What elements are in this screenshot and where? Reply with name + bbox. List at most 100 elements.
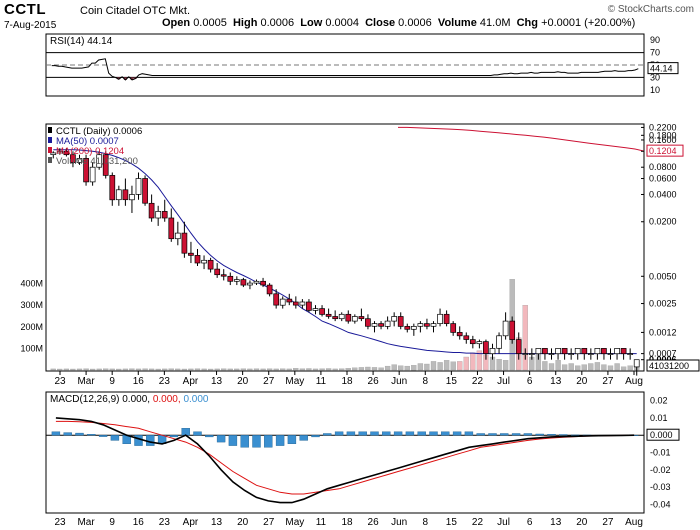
candle-body: [378, 323, 384, 327]
volume-bar: [234, 368, 240, 371]
macd-histogram-bar: [264, 435, 273, 448]
x-tick-label: 6: [527, 517, 533, 528]
candle-body: [437, 313, 443, 324]
x-tick-label: 18: [341, 517, 353, 528]
candle-body: [581, 348, 588, 355]
macd-histogram-bar: [275, 435, 285, 446]
candle-body: [168, 217, 175, 240]
volume-tick-label: 400M: [20, 279, 43, 289]
legend-swatch: [48, 127, 52, 133]
macd-histogram-bar: [216, 435, 226, 443]
volume-bar: [168, 368, 174, 371]
candle-body: [70, 154, 76, 163]
volume-bar: [325, 368, 332, 371]
price-tick-label: 0.0025: [649, 299, 677, 309]
candle-body: [456, 332, 463, 337]
volume-bar: [378, 367, 384, 371]
legend-swatch: [48, 137, 52, 143]
open-label: Open: [162, 17, 191, 29]
volume-bar: [352, 367, 358, 371]
macd-histogram-bar: [87, 434, 96, 436]
macd-histogram-bar: [370, 431, 379, 436]
volume-bar: [371, 367, 378, 371]
candle-body: [607, 353, 614, 355]
price-tick-label: 0.1800: [649, 130, 677, 140]
rsi-legend: RSI(14) 44.14: [50, 36, 113, 47]
candle-body: [476, 341, 483, 345]
rsi-line: [51, 58, 639, 81]
volume-bar: [247, 368, 253, 371]
candle-body: [410, 326, 417, 330]
volume-bar: [450, 361, 456, 371]
volume-bar: [50, 368, 56, 371]
candle-body: [135, 178, 142, 195]
macd-histogram-bar: [75, 432, 84, 436]
volume-value-box: [646, 359, 700, 372]
x-tick-label: May: [285, 376, 304, 387]
macd-tick-label: -0.02: [650, 465, 671, 475]
volume-bar: [96, 368, 102, 371]
x-tick-label: Jul: [497, 376, 510, 387]
volume-bar: [496, 359, 502, 371]
volume-tick-label: 300M: [20, 300, 43, 310]
volume-bar: [614, 363, 620, 371]
volume-bar: [620, 366, 627, 371]
candle-body: [89, 166, 96, 183]
volume-bar: [365, 366, 371, 371]
candle-body: [443, 313, 450, 324]
macd-histogram-bar: [559, 434, 568, 436]
x-tick-label: 11: [316, 517, 327, 528]
x-tick-label: 15: [446, 517, 458, 528]
macd-histogram-bar: [323, 433, 332, 436]
x-tick-label: 9: [109, 376, 115, 387]
volume-bar: [607, 365, 614, 371]
x-tick-label: 8: [422, 517, 428, 528]
x-tick-label: Apr: [183, 517, 199, 528]
macd-histogram-bar: [98, 435, 108, 437]
high-value: 0.0006: [260, 17, 295, 29]
volume-bar: [601, 364, 607, 371]
volume-bar: [542, 361, 548, 371]
macd-histogram-bar: [476, 433, 485, 436]
price-tick-label: 0.0400: [649, 189, 677, 199]
volume-bar: [299, 368, 306, 371]
candle-body: [397, 316, 404, 327]
macd-histogram-bar: [252, 435, 261, 448]
rsi-tick-label: 30: [650, 72, 660, 82]
candle-body: [404, 326, 411, 330]
volume-bar: [83, 368, 89, 371]
candle-body: [391, 316, 398, 322]
candle-body: [633, 359, 640, 368]
volume-tick-label: 100M: [20, 343, 43, 353]
x-tick-label: 22: [472, 517, 484, 528]
volume-bar: [194, 368, 201, 371]
volume-bar: [332, 368, 338, 371]
volume-bar: [148, 368, 155, 371]
volume-bar: [345, 368, 351, 371]
legend-entry: MA(50) 0.0007: [56, 136, 119, 147]
macd-histogram-bar: [511, 433, 521, 436]
volume-bar: [502, 360, 509, 371]
macd-histogram-bar: [523, 433, 533, 436]
candle-body: [548, 353, 555, 355]
legend-swatch: [48, 147, 52, 153]
volume-value: 41.0M: [479, 17, 511, 29]
candle-body: [424, 323, 430, 327]
volume-value-label: 41031200: [649, 361, 689, 371]
candle-body: [188, 252, 194, 256]
volume-bar: [129, 368, 135, 371]
candle-body: [142, 178, 148, 204]
x-tick-label: 6: [527, 376, 533, 387]
candle-body: [574, 348, 581, 355]
volume-bar: [306, 368, 312, 371]
x-tick-label: Mar: [77, 376, 95, 387]
x-tick-label: 23: [159, 376, 171, 387]
rsi-tick-label: 90: [650, 35, 660, 45]
volume-bar: [103, 368, 109, 371]
price-tick-label: 0.0800: [649, 162, 677, 172]
volume-bar: [424, 363, 430, 371]
low-label: Low: [300, 17, 323, 29]
candle-body: [155, 211, 162, 219]
